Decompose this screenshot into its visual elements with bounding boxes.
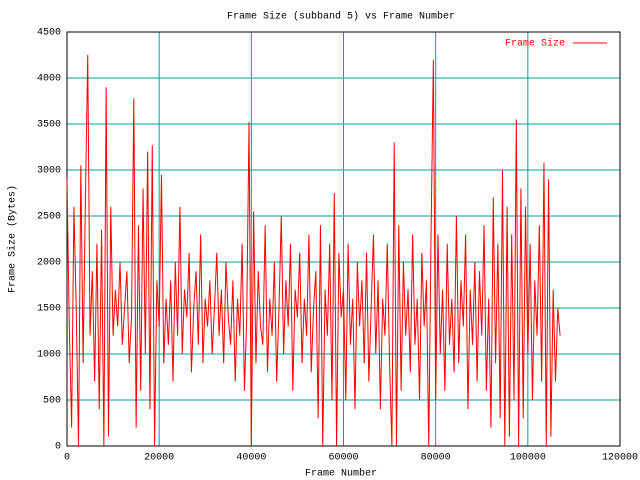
y-tick-label: 2000 [37,258,61,269]
x-axis-label: Frame Number [305,468,377,480]
y-tick-label: 3500 [37,120,61,131]
y-axis-label: Frame Size (Bytes) [7,185,19,293]
y-tick-label: 4000 [37,74,61,85]
x-tick-label: 20000 [144,453,174,464]
x-tick-label: 0 [64,453,70,464]
y-tick-label: 4500 [37,28,61,39]
x-tick-label: 60000 [328,453,358,464]
x-tick-label: 80000 [421,453,451,464]
y-tick-label: 3000 [37,166,61,177]
y-tick-label: 1000 [37,350,61,361]
y-tick-label: 1500 [37,304,61,315]
y-tick-label: 2500 [37,212,61,223]
chart-title: Frame Size (subband 5) vs Frame Number [227,11,455,23]
y-tick-label: 500 [43,396,61,407]
x-tick-label: 40000 [236,453,266,464]
legend-label: Frame Size [505,38,565,50]
x-tick-label: 120000 [602,453,638,464]
x-tick-label: 100000 [510,453,546,464]
data-line [66,54,561,447]
plot-border [66,31,621,447]
y-tick-label: 0 [55,442,61,453]
